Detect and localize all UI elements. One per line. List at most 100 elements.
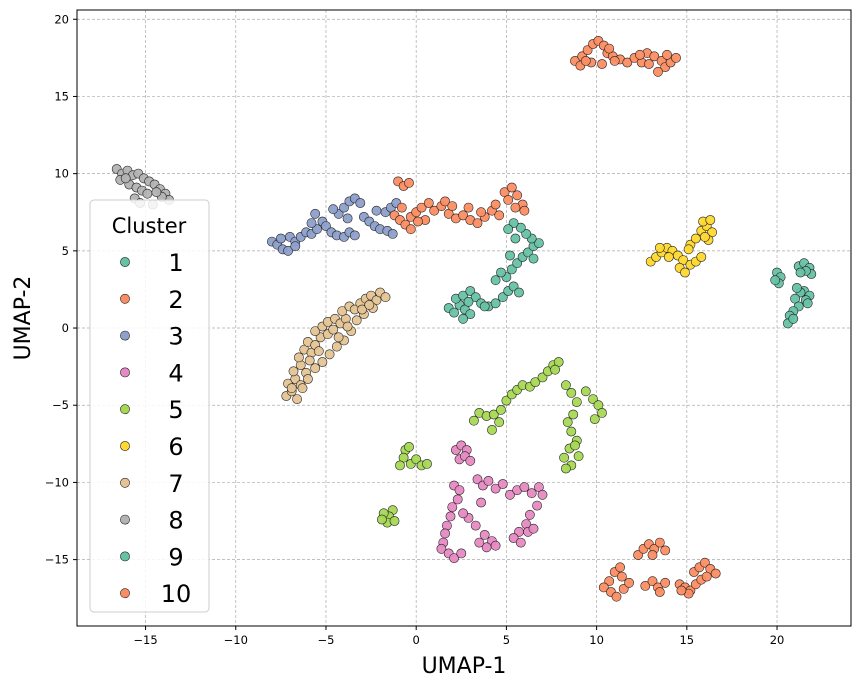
data-point <box>458 210 468 221</box>
legend: Cluster 1 2 3 4 5 6 7 8 9 10 <box>89 199 210 613</box>
data-point <box>483 475 494 486</box>
data-point <box>515 222 526 233</box>
data-point <box>286 383 297 394</box>
data-point <box>512 258 523 269</box>
data-point <box>701 571 712 582</box>
data-point <box>151 187 162 198</box>
data-point <box>653 66 663 77</box>
legend-marker-9 <box>120 551 130 562</box>
data-point <box>490 199 501 210</box>
data-point <box>633 550 643 560</box>
data-point <box>700 231 710 242</box>
data-point <box>357 304 367 315</box>
legend-title: Cluster <box>112 214 187 238</box>
data-point <box>404 441 414 452</box>
data-point <box>649 51 660 62</box>
data-point <box>490 483 501 494</box>
data-point <box>465 455 476 466</box>
data-point <box>349 230 360 241</box>
data-point <box>331 341 342 352</box>
data-point <box>463 202 474 213</box>
y-tick-label: 20 <box>54 12 69 26</box>
data-point <box>463 296 474 307</box>
data-point <box>481 542 492 553</box>
legend-label-6: 6 <box>168 433 183 461</box>
legend-label-1: 1 <box>168 249 183 277</box>
data-point <box>470 520 481 531</box>
data-point <box>700 557 710 568</box>
data-point <box>512 190 523 201</box>
data-point <box>321 221 331 231</box>
data-point <box>364 299 375 310</box>
data-point <box>496 404 506 415</box>
data-point <box>515 537 526 548</box>
data-point <box>528 523 539 534</box>
data-point <box>290 241 301 252</box>
data-point <box>503 194 514 205</box>
legend-marker-8 <box>120 514 130 525</box>
data-point <box>510 202 521 213</box>
data-point <box>521 228 532 239</box>
legend-marker-7 <box>120 477 130 488</box>
data-point <box>449 553 459 563</box>
data-point <box>514 287 524 298</box>
legend-marker-10 <box>120 588 130 599</box>
x-tick-label: 5 <box>503 633 510 647</box>
data-point <box>561 380 571 391</box>
data-point <box>458 313 468 324</box>
data-point <box>580 56 591 66</box>
data-point <box>654 587 665 597</box>
data-point <box>423 198 434 208</box>
data-point <box>458 508 468 519</box>
data-point <box>506 182 517 193</box>
data-point <box>519 482 530 492</box>
data-point <box>537 489 548 500</box>
data-point <box>342 321 353 332</box>
data-point <box>292 394 302 404</box>
x-tick-label: 10 <box>589 633 604 647</box>
data-point <box>436 543 447 554</box>
data-point <box>440 196 450 207</box>
data-point <box>447 502 458 512</box>
data-point <box>566 426 577 437</box>
series-cluster-4 <box>436 440 548 563</box>
legend-label-10: 10 <box>161 580 192 608</box>
plot-frame <box>76 9 852 627</box>
data-point <box>497 479 508 489</box>
y-tick-label: 5 <box>62 244 69 258</box>
data-point <box>490 540 501 551</box>
data-point <box>312 224 322 235</box>
data-point <box>387 228 398 239</box>
data-point <box>449 307 459 318</box>
series-cluster-6 <box>645 215 717 278</box>
data-point <box>371 205 382 216</box>
data-point <box>624 577 634 588</box>
data-point <box>313 346 324 357</box>
y-tick-label: 0 <box>62 321 69 335</box>
data-point <box>528 253 539 264</box>
data-point <box>479 301 490 312</box>
data-point <box>582 45 593 55</box>
data-point <box>550 364 560 375</box>
legend-label-2: 2 <box>168 286 183 314</box>
data-point <box>705 215 716 225</box>
data-point <box>510 233 521 244</box>
legend-items: 1 2 3 4 5 6 7 8 9 10 <box>120 249 191 608</box>
data-point <box>537 372 548 383</box>
data-point <box>660 577 671 588</box>
data-point <box>508 533 519 543</box>
y-tick-label: −5 <box>52 398 69 412</box>
data-point <box>310 326 321 336</box>
data-point <box>490 275 501 286</box>
legend-marker-3 <box>120 330 130 341</box>
data-point <box>476 207 486 218</box>
data-point <box>640 581 651 591</box>
data-point <box>429 205 440 216</box>
data-point <box>604 576 615 587</box>
data-point <box>795 267 806 278</box>
data-point <box>622 57 633 68</box>
data-point <box>389 516 400 526</box>
legend-marker-6 <box>120 441 130 451</box>
scatter-points <box>111 36 817 602</box>
